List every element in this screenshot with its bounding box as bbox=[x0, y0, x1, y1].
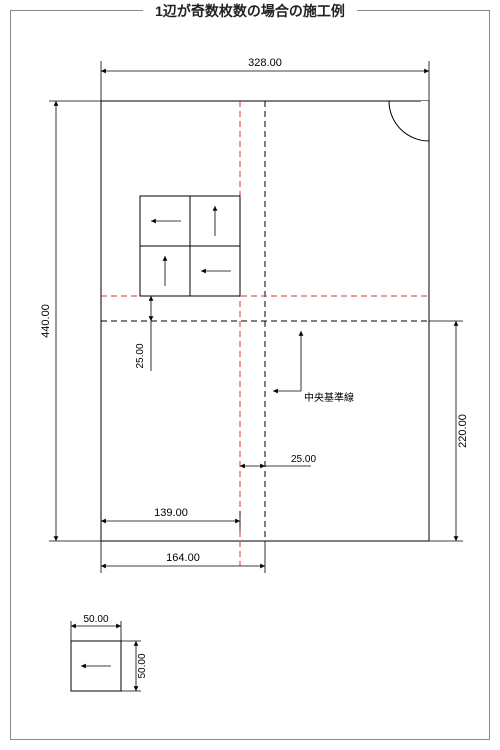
dim-164-label: 164.00 bbox=[166, 552, 200, 564]
door bbox=[389, 101, 429, 141]
frame-title: 1辺が奇数枚数の場合の施工例 bbox=[143, 1, 357, 21]
diagram-frame: 1辺が奇数枚数の場合の施工例 bbox=[10, 10, 490, 740]
sample-tile-w: 50.00 bbox=[83, 614, 108, 625]
sample-tile-h: 50.00 bbox=[137, 653, 148, 678]
dim-right-half: 220.00 bbox=[429, 321, 469, 541]
sample-tile: 50.00 50.00 bbox=[71, 614, 148, 691]
dim-offset-h-label: 25.00 bbox=[291, 454, 316, 465]
dim-top-width: 328.00 bbox=[101, 57, 429, 101]
dim-139: 139.00 bbox=[101, 507, 240, 541]
dim-offset-h: 25.00 bbox=[240, 454, 316, 466]
dim-top-width-label: 328.00 bbox=[248, 57, 282, 69]
dim-139-label: 139.00 bbox=[154, 507, 188, 519]
center-ref-text: 中央基準線 bbox=[304, 391, 354, 404]
tile-block bbox=[140, 196, 240, 296]
center-ref-label: 中央基準線 bbox=[273, 331, 354, 404]
dim-left-height: 440.00 bbox=[40, 101, 101, 541]
dim-left-height-label: 440.00 bbox=[40, 304, 52, 338]
dim-offset-v: 25.00 bbox=[135, 296, 151, 371]
dim-right-half-label: 220.00 bbox=[457, 414, 469, 448]
diagram-svg: 328.00 440.00 220.00 25.00 25.00 bbox=[11, 11, 489, 739]
dim-offset-v-label: 25.00 bbox=[135, 343, 146, 368]
